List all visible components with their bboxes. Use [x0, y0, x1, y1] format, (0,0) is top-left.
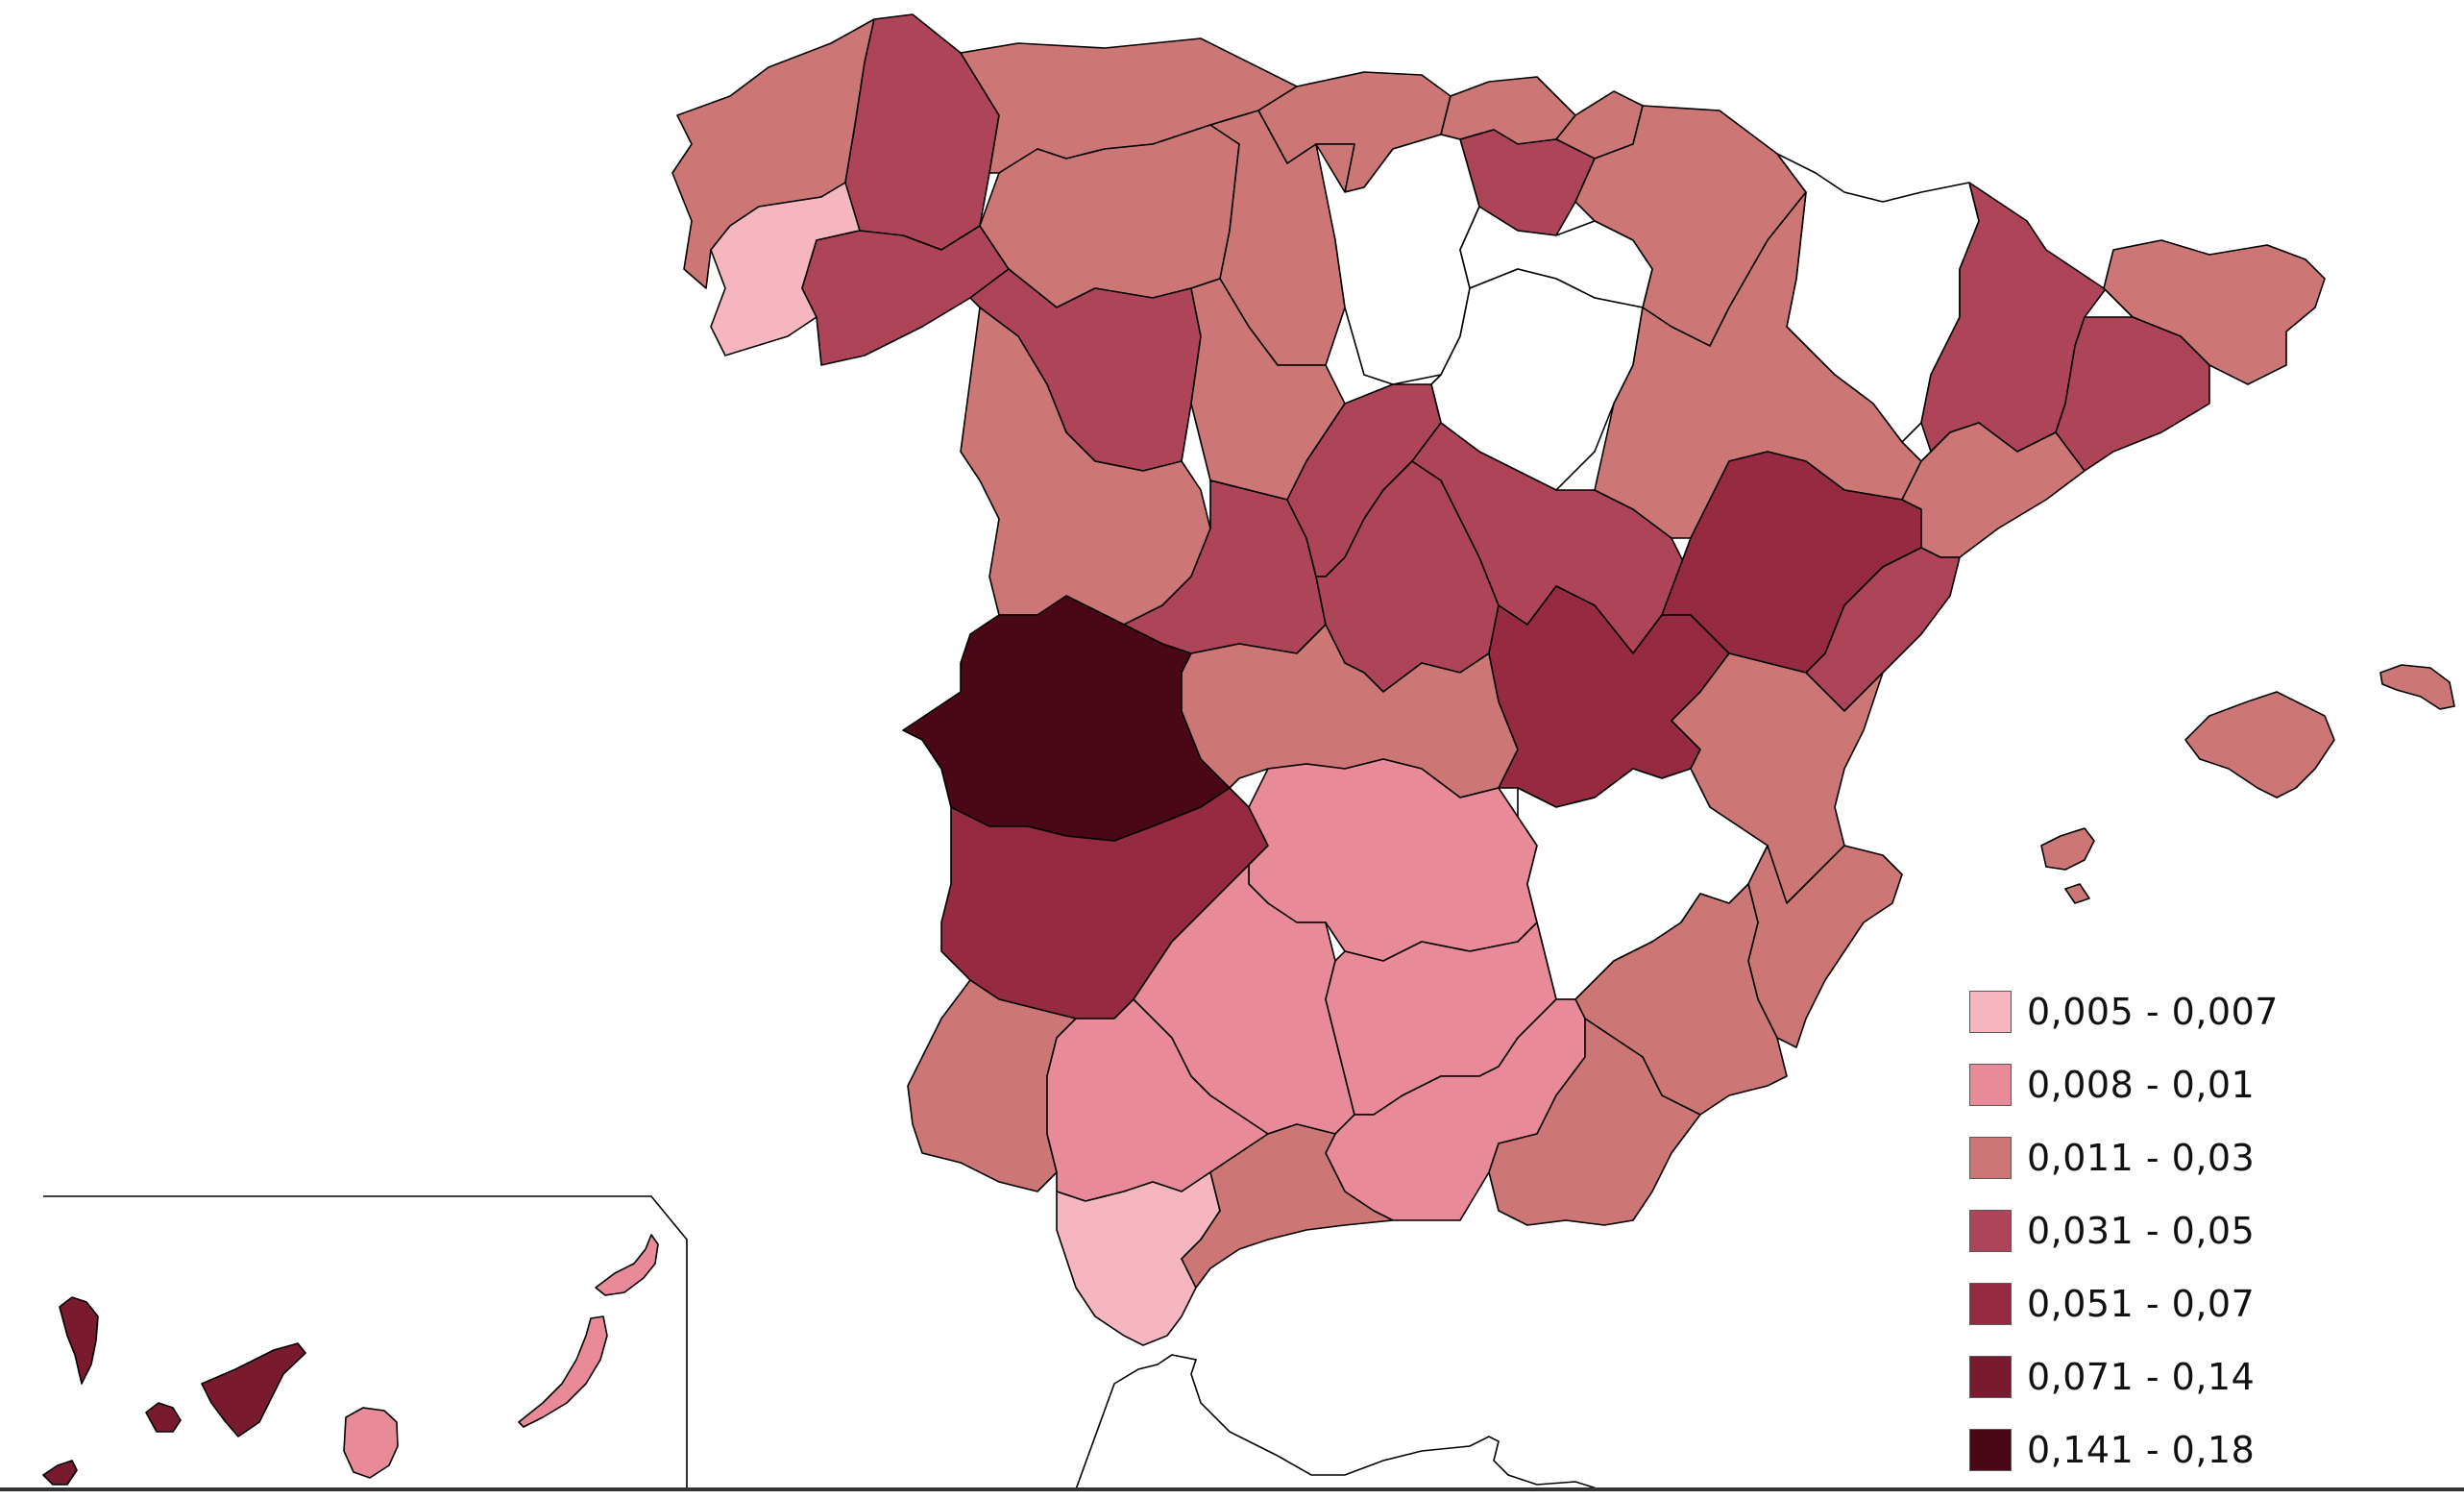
africa-coastline [1075, 1354, 1600, 1490]
canary-inset-frame [43, 1195, 688, 1489]
legend-item: 0,011 - 0,03 [1969, 1121, 2279, 1194]
legend-item: 0,071 - 0,14 [1969, 1340, 2279, 1413]
legend-label: 0,071 - 0,14 [2027, 1356, 2256, 1398]
legend-item: 0,008 - 0,01 [1969, 1048, 2279, 1121]
region-huelva [907, 979, 1077, 1192]
legend: 0,005 - 0,007 0,008 - 0,01 0,011 - 0,03 … [1969, 975, 2279, 1487]
region-la-gomera [145, 1402, 182, 1433]
region-barcelona [2055, 316, 2210, 472]
legend-swatch [1969, 1356, 2012, 1398]
legend-label: 0,031 - 0,05 [2027, 1210, 2256, 1252]
region-lanzarote [595, 1234, 659, 1296]
region-menorca [2379, 664, 2455, 710]
legend-swatch [1969, 1429, 2012, 1471]
legend-item: 0,141 - 0,18 [1969, 1413, 2279, 1487]
region-bizkaia [1440, 76, 1576, 145]
region-castellon [1805, 547, 1961, 712]
region-el-hierro [42, 1460, 78, 1486]
region-formentera [2064, 883, 2090, 904]
legend-item: 0,051 - 0,07 [1969, 1267, 2279, 1340]
legend-swatch [1969, 1210, 2012, 1252]
region-fuerteventura [518, 1315, 608, 1428]
region-gran-canaria [343, 1407, 399, 1479]
legend-swatch [1969, 991, 2012, 1033]
region-tenerife [201, 1342, 306, 1438]
region-almeria [1488, 1018, 1701, 1226]
region-soria [1430, 268, 1644, 491]
region-la-palma [59, 1296, 99, 1385]
legend-swatch [1969, 1064, 2012, 1106]
legend-label: 0,005 - 0,007 [2027, 991, 2279, 1033]
legend-swatch [1969, 1137, 2012, 1179]
region-alicante [1747, 845, 1903, 1048]
legend-label: 0,011 - 0,03 [2027, 1137, 2256, 1179]
region-malaga [1181, 1123, 1394, 1289]
legend-label: 0,051 - 0,07 [2027, 1283, 2256, 1325]
region-tarragona [1901, 422, 2086, 558]
legend-item: 0,031 - 0,05 [1969, 1194, 2279, 1267]
legend-label: 0,008 - 0,01 [2027, 1064, 2256, 1106]
region-mallorca [2184, 691, 2335, 799]
legend-item: 0,005 - 0,007 [1969, 975, 2279, 1048]
region-ibiza [2040, 827, 2095, 871]
legend-swatch [1969, 1283, 2012, 1325]
legend-label: 0,141 - 0,18 [2027, 1429, 2256, 1471]
